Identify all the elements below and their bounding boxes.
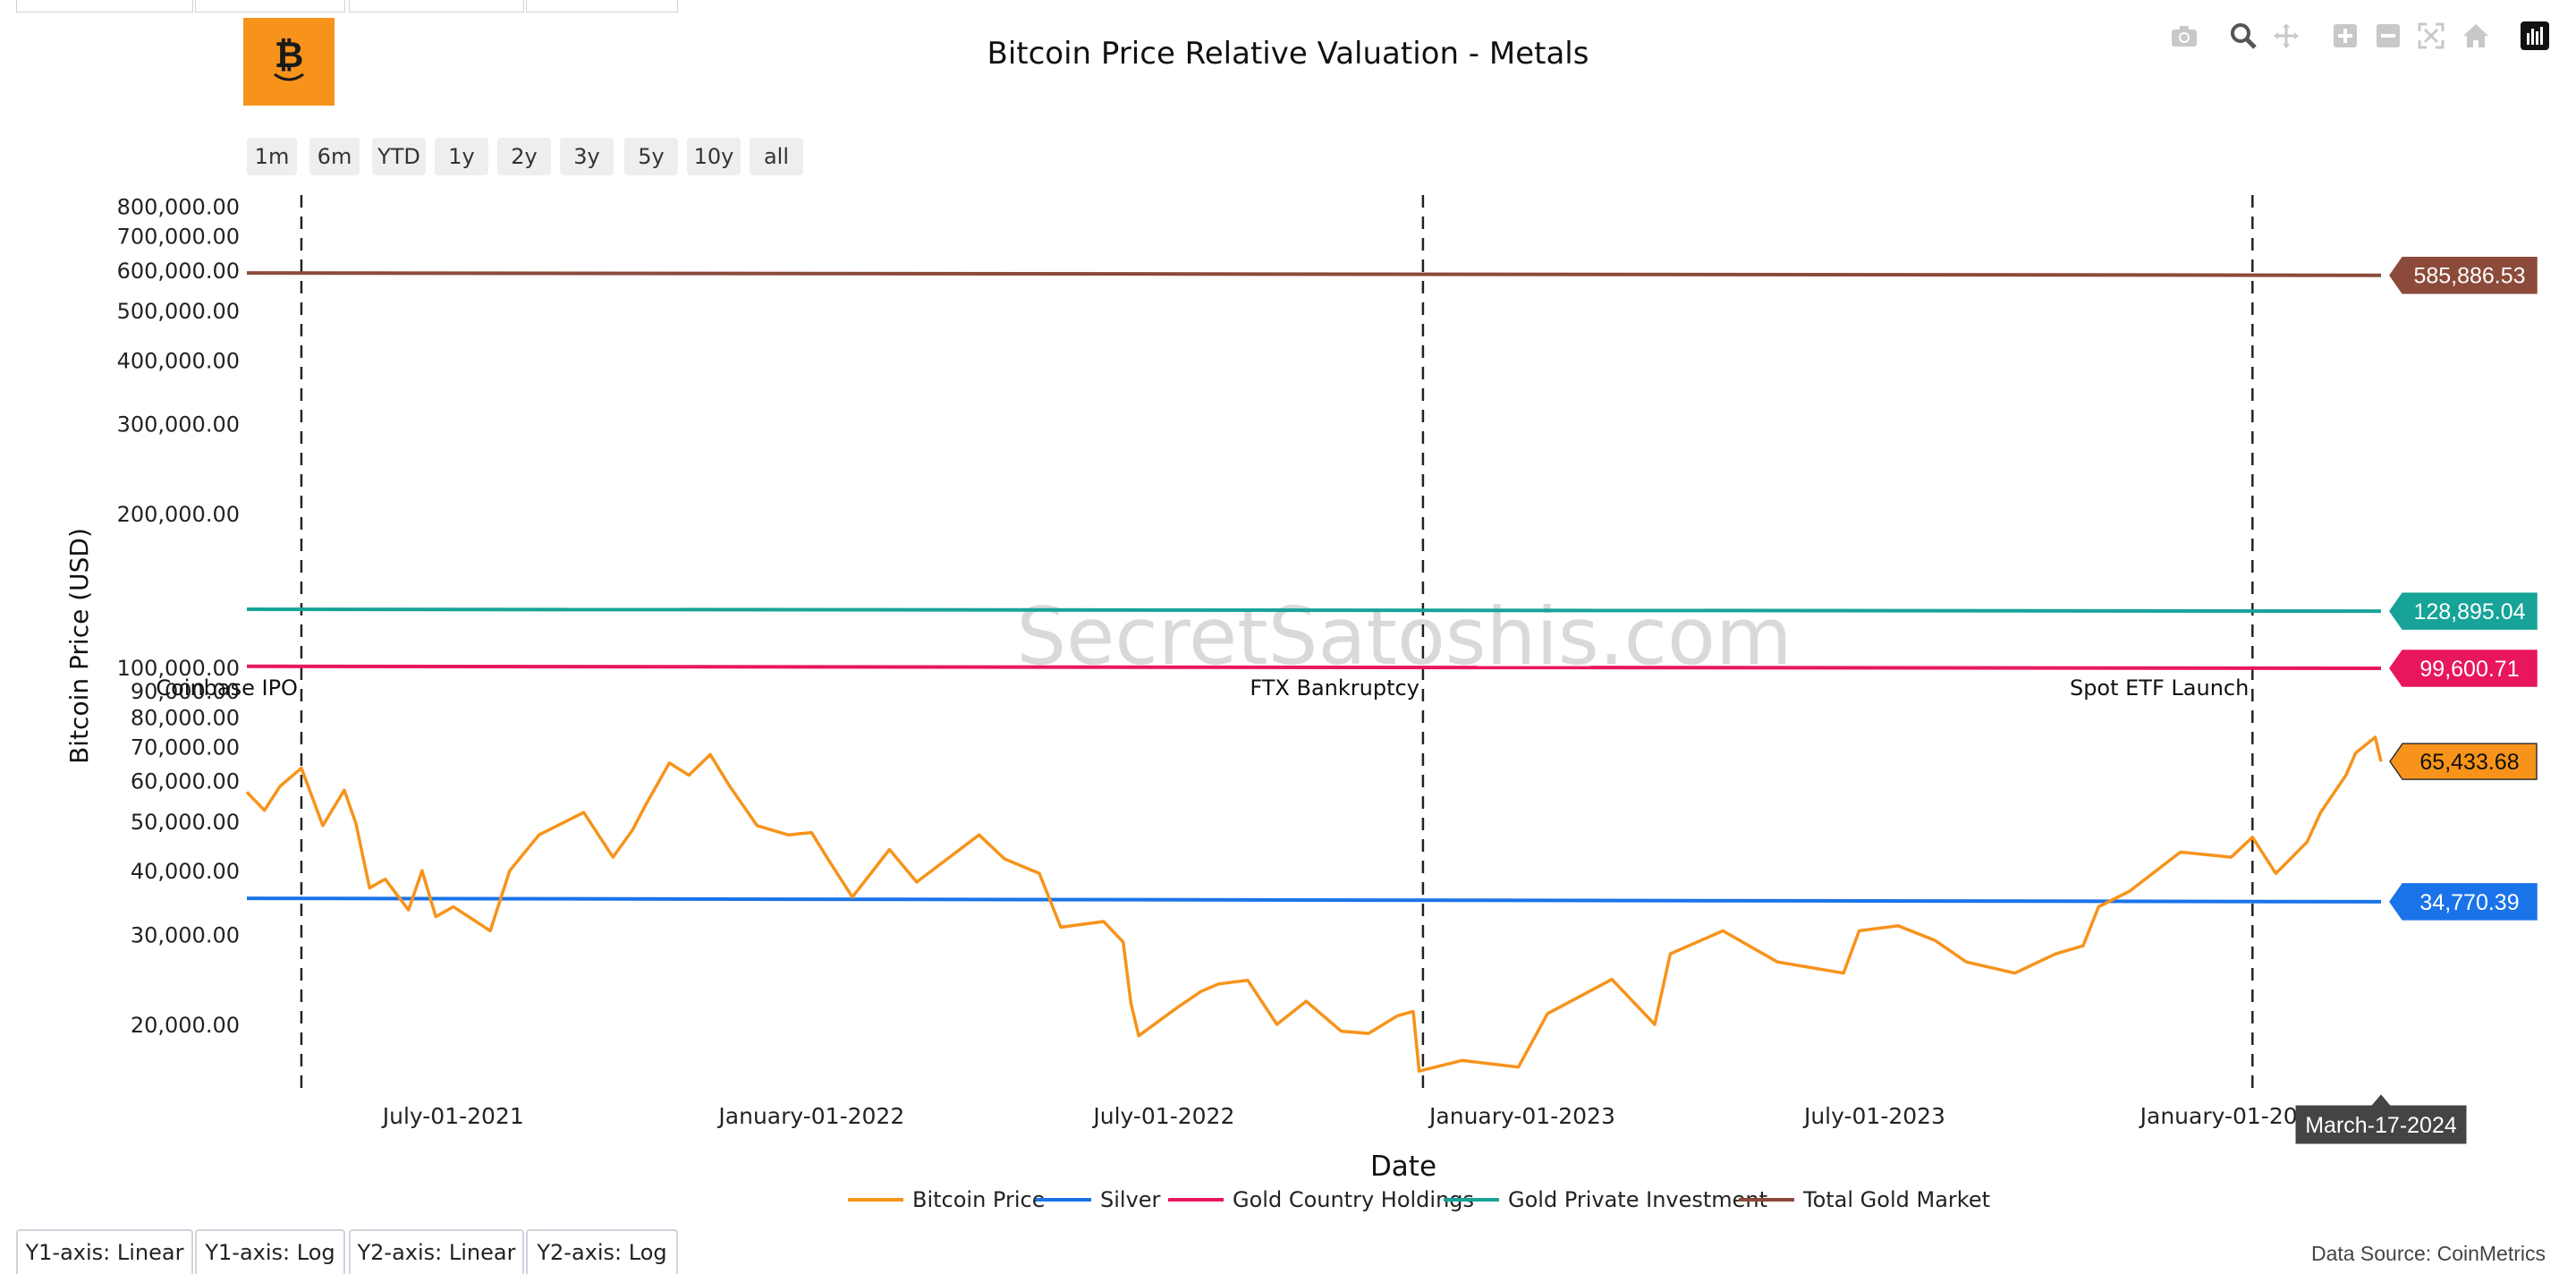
hover-date-badge <box>2295 1094 2467 1144</box>
event-label: FTX Bankruptcy <box>1250 675 1419 701</box>
y-tick-label: 80,000.00 <box>131 705 240 730</box>
y-tick-label: 200,000.00 <box>117 502 240 527</box>
legend-item-label: Silver <box>1100 1187 1161 1212</box>
y-tick-label: 500,000.00 <box>117 299 240 324</box>
range-button-6m[interactable]: 6m <box>309 138 360 175</box>
range-button-ytd[interactable]: YTD <box>372 138 426 175</box>
event-label: Spot ETF Launch <box>2070 675 2249 701</box>
y-tick-label: 60,000.00 <box>131 769 240 794</box>
x-tick-label: July-01-2023 <box>1802 1103 1945 1129</box>
axis-mode-button[interactable]: Y2-axis: Linear <box>349 1229 524 1274</box>
legend-item-label: Gold Private Investment <box>1508 1187 1767 1212</box>
end-value-label: 128,895.04 <box>2413 599 2525 624</box>
end-value-label: 585,886.53 <box>2413 264 2525 289</box>
y-tick-label: 40,000.00 <box>131 859 240 884</box>
y-tick-label: 700,000.00 <box>117 225 240 250</box>
y-tick-label: 70,000.00 <box>131 735 240 760</box>
series-line-gold-private-investment <box>246 607 2382 614</box>
series-line-gold-country-holdings <box>246 664 2382 670</box>
x-tick-label: January-01-2023 <box>1428 1103 1615 1129</box>
bitcoin-logo-icon: ₿ <box>243 18 335 106</box>
series-line-bitcoin-price <box>245 735 2383 1073</box>
end-value-badge <box>2389 256 2538 294</box>
x-tick-label: January-01-2024 <box>2139 1103 2326 1129</box>
hover-date-label: March-17-2024 <box>2305 1113 2457 1138</box>
x-tick-label: January-01-2022 <box>716 1103 904 1129</box>
zoom-icon[interactable] <box>2227 20 2259 52</box>
chart-title: Bitcoin Price Relative Valuation - Metal… <box>987 36 1589 72</box>
svg-text:₿: ₿ <box>275 35 304 76</box>
end-value-badge <box>2389 883 2538 921</box>
y-tick-label: 800,000.00 <box>117 194 240 219</box>
end-value-badge <box>2389 743 2538 780</box>
series-line-total-gold-market <box>246 271 2382 277</box>
y-tick-label: 100,000.00 <box>117 656 240 681</box>
axis-mode-button[interactable]: Y1-axis: Log <box>195 1229 345 1274</box>
range-button-1m[interactable]: 1m <box>247 138 297 175</box>
legend-item-label: Total Gold Market <box>1802 1187 1990 1212</box>
legend-item-label: Bitcoin Price <box>912 1187 1045 1212</box>
axis-mode-button[interactable]: Y2-axis: Log <box>526 1229 678 1274</box>
camera-icon[interactable] <box>2168 20 2200 52</box>
zoom-in-icon[interactable] <box>2329 20 2361 52</box>
data-source-label: Data Source: CoinMetrics <box>2310 1242 2546 1265</box>
top-tab-stub <box>526 0 678 13</box>
end-value-label: 34,770.39 <box>2419 890 2519 915</box>
range-button-10y[interactable]: 10y <box>687 138 741 175</box>
top-tab-stub <box>349 0 524 13</box>
range-button-3y[interactable]: 3y <box>560 138 614 175</box>
end-value-label: 65,433.68 <box>2419 750 2519 775</box>
y-tick-label: 300,000.00 <box>117 412 240 437</box>
y-tick-label: 20,000.00 <box>131 1013 240 1038</box>
event-label: Coinbase IPO <box>156 675 298 701</box>
end-value-label: 99,600.71 <box>2419 657 2519 682</box>
legend-item-label: Gold Country Holdings <box>1233 1187 1474 1212</box>
y-tick-label: 400,000.00 <box>117 348 240 373</box>
top-tab-stub <box>195 0 345 13</box>
range-button-1y[interactable]: 1y <box>435 138 488 175</box>
top-tab-stub <box>16 0 193 13</box>
axis-mode-button[interactable]: Y1-axis: Linear <box>16 1229 193 1274</box>
x-tick-label: July-01-2021 <box>381 1103 524 1129</box>
reset-axes-icon[interactable] <box>2460 20 2492 52</box>
y-axis-label: Bitcoin Price (USD) <box>64 528 94 764</box>
range-button-all[interactable]: all <box>750 138 803 175</box>
pan-icon[interactable] <box>2270 20 2302 52</box>
series-line-silver <box>246 896 2382 904</box>
y-tick-label: 600,000.00 <box>117 259 240 284</box>
y-tick-label: 50,000.00 <box>131 810 240 835</box>
y-tick-label: 90,000.00 <box>131 679 240 704</box>
x-axis-label: Date <box>1370 1151 1436 1183</box>
zoom-out-icon[interactable] <box>2372 20 2404 52</box>
range-button-5y[interactable]: 5y <box>624 138 678 175</box>
plotly-logo-icon[interactable] <box>2519 20 2551 52</box>
autoscale-icon[interactable] <box>2415 20 2447 52</box>
range-button-2y[interactable]: 2y <box>497 138 551 175</box>
y-tick-label: 30,000.00 <box>131 922 240 947</box>
end-value-badge <box>2389 650 2538 687</box>
end-value-badge <box>2389 592 2538 630</box>
x-tick-label: July-01-2022 <box>1091 1103 1234 1129</box>
